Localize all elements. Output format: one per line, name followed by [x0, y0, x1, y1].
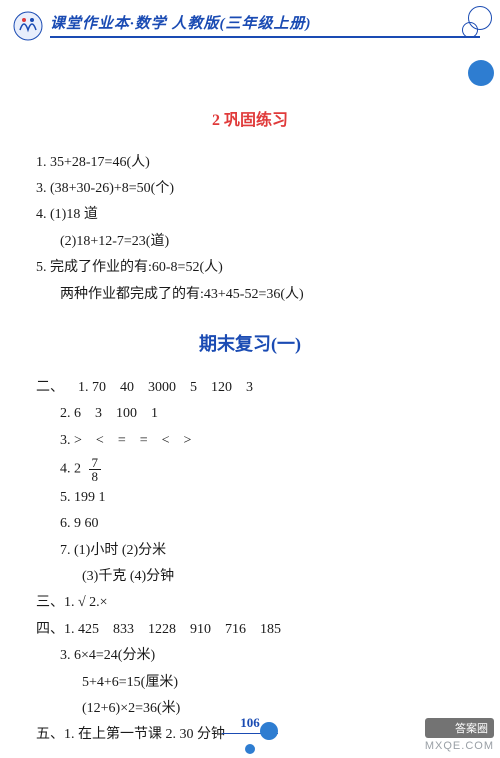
answer-line: 3. (38+30-26)+8=50(个)	[36, 178, 464, 200]
header-title: 课堂作业本·数学 人教版(三年级上册)	[50, 12, 480, 33]
answer-line: 5+4+6=15(厘米)	[36, 672, 464, 694]
answer-line: 6. 9 60	[36, 513, 464, 535]
answer-line: 两种作业都完成了的有:43+45-52=36(人)	[36, 284, 464, 306]
answer-line: 三、1. √ 2.×	[36, 592, 464, 614]
section-title-review: 期末复习(一)	[36, 330, 464, 359]
answer-line: (2)18+12-7=23(道)	[36, 231, 464, 253]
answer-line: 1. 35+28-17=46(人)	[36, 152, 464, 174]
answer-line: 5. 199 1	[36, 487, 464, 509]
logo-icon	[12, 10, 44, 42]
watermark-url: MXQE.COM	[425, 740, 494, 752]
answer-line: 3. ><==<>	[36, 430, 464, 452]
answer-line: 4. 2 7 8	[36, 456, 464, 483]
answer-line: 二、1. 7040300051203	[36, 377, 464, 399]
header-decoration-circles	[452, 6, 492, 46]
watermark: 答案圈 MXQE.COM	[425, 718, 494, 752]
fraction: 7 8	[89, 456, 102, 483]
page-content: 2 巩固练习 1. 35+28-17=46(人) 3. (38+30-26)+8…	[0, 60, 500, 747]
answer-line: 7. (1)小时 (2)分米	[36, 540, 464, 562]
answer-line: 2. 631001	[36, 403, 464, 425]
header-underline	[50, 36, 480, 38]
answer-line: 3. 6×4=24(分米)	[36, 645, 464, 667]
decoration-bubble-foot	[245, 744, 255, 754]
decoration-bubble-foot	[260, 722, 278, 740]
answer-line: 4. (1)18 道	[36, 204, 464, 226]
watermark-badge: 答案圈	[425, 718, 494, 738]
page-header: 课堂作业本·数学 人教版(三年级上册)	[0, 0, 500, 60]
answer-line: 四、1. 4258331228910716185	[36, 619, 464, 641]
section-title-practice: 2 巩固练习	[36, 108, 464, 134]
decoration-bubble-top	[468, 60, 494, 86]
answer-line: (3)千克 (4)分钟	[36, 566, 464, 588]
answer-line: 5. 完成了作业的有:60-8=52(人)	[36, 257, 464, 279]
